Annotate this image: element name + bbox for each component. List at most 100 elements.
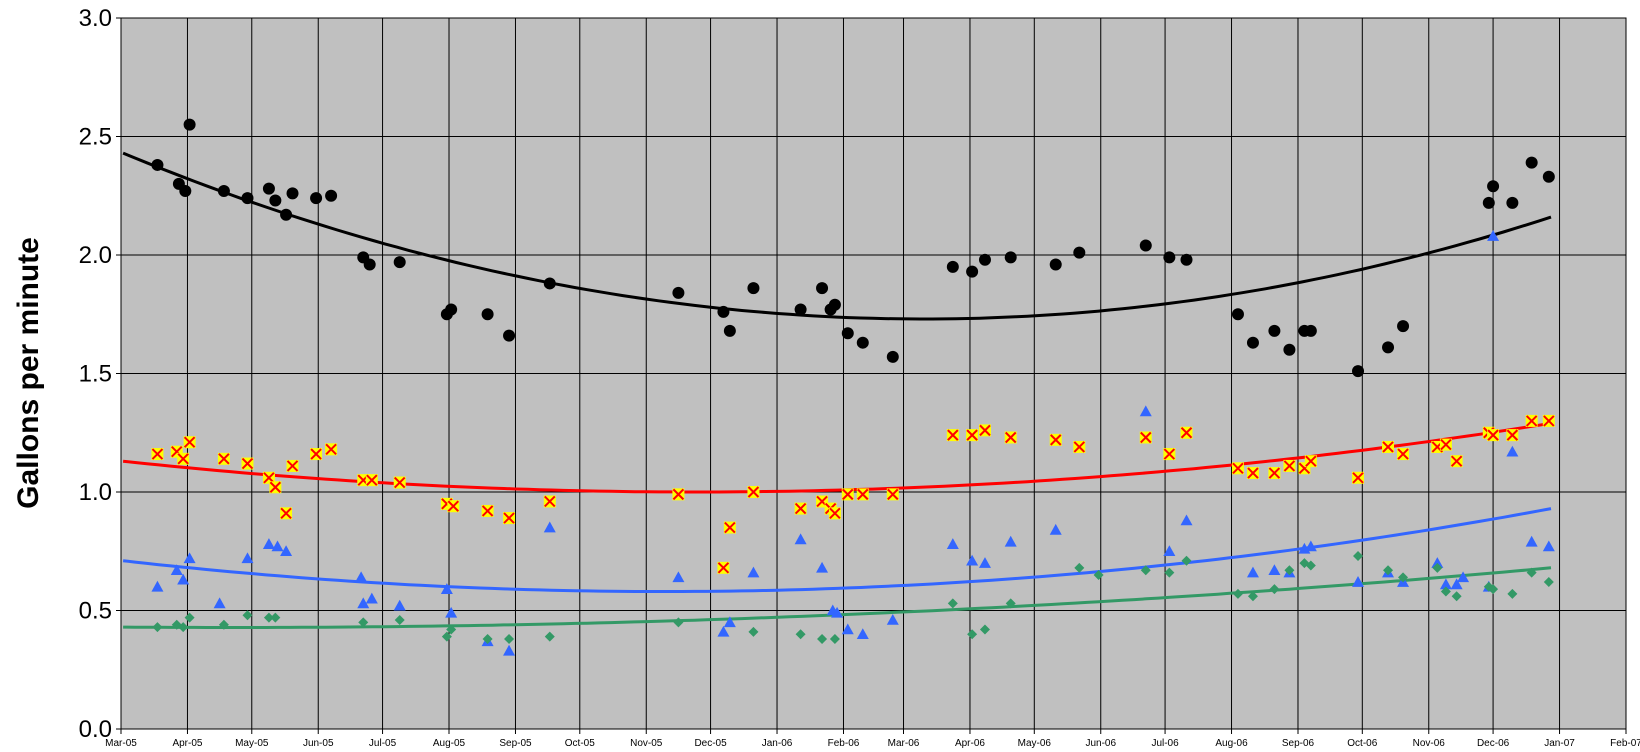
data-point-circle — [325, 189, 338, 202]
data-point-x-stroke — [366, 474, 378, 486]
data-point-x-stroke — [1506, 429, 1519, 441]
data-point-x-stroke — [672, 488, 685, 501]
data-point-triangle — [1506, 445, 1519, 457]
data-point-circle — [747, 282, 760, 295]
data-point-triangle — [886, 613, 899, 625]
data-point-x — [1283, 459, 1296, 472]
data-point-circle — [1352, 365, 1365, 378]
data-point-triangle — [946, 538, 959, 549]
data-point-triangle — [393, 599, 406, 611]
data-point-x-stroke — [1140, 431, 1152, 444]
data-point-x-stroke — [1268, 467, 1281, 479]
y-tick-label: 2.5 — [79, 124, 112, 151]
data-point-triangle — [262, 538, 275, 549]
data-point-triangle — [357, 597, 370, 609]
data-point-triangle — [723, 616, 736, 628]
x-tick-label: Jan-06 — [762, 738, 793, 749]
data-point-diamond — [1164, 567, 1175, 578]
data-point-triangle — [1304, 540, 1317, 552]
data-point-x — [1487, 429, 1500, 442]
data-point-circle — [1482, 196, 1495, 209]
y-tick-label: 3.0 — [79, 5, 112, 32]
data-point-diamond — [1488, 584, 1499, 595]
data-point-x-stroke — [171, 446, 183, 458]
data-point-diamond — [1232, 588, 1243, 599]
data-point-triangle — [1457, 571, 1470, 583]
data-point-circle — [946, 260, 959, 273]
data-point-circle — [978, 253, 991, 266]
data-point-triangle — [978, 557, 991, 568]
data-point-x-stroke — [887, 488, 899, 501]
data-point-x-stroke — [857, 488, 869, 501]
data-point-diamond — [1432, 562, 1443, 573]
data-point-triangle — [856, 628, 869, 639]
y-tick-label: 1.0 — [79, 479, 112, 506]
data-point-circle — [1049, 258, 1062, 271]
data-point-x — [1542, 414, 1555, 427]
data-point-x — [966, 429, 979, 442]
axes: 0.0 0.5 1.0 1.5 2.0 2.5 3.0 Mar-05 Apr-05 May-05 J… — [79, 5, 1640, 749]
data-point-x-stroke — [1305, 455, 1317, 467]
data-point-diamond — [1440, 586, 1451, 597]
data-point-circle — [262, 182, 275, 195]
data-point-x-stroke — [263, 472, 275, 484]
data-point-x-stroke — [269, 481, 282, 493]
data-point-x — [723, 521, 736, 534]
data-point-x-stroke — [1487, 429, 1499, 441]
data-point-triangle — [1163, 545, 1176, 557]
data-point-x — [280, 507, 293, 520]
data-point-diamond — [817, 633, 828, 644]
data-point-triangle — [966, 554, 979, 566]
data-point-triangle — [280, 545, 293, 557]
data-point-circle — [363, 258, 376, 271]
x-tick-label: Aug-06 — [1215, 738, 1248, 749]
data-point-x-stroke — [1232, 462, 1244, 475]
data-point-diamond — [1383, 565, 1394, 576]
data-point-circle — [841, 327, 854, 340]
y-tick-label: 0.5 — [79, 598, 112, 625]
data-point-x — [1525, 414, 1538, 427]
x-tick-label: Jul-05 — [369, 738, 397, 749]
data-point-x-stroke — [393, 476, 406, 489]
data-point-x — [978, 424, 991, 437]
x-tick-label: Apr-05 — [172, 738, 202, 749]
data-point-diamond — [394, 614, 405, 625]
data-point-circle — [794, 303, 807, 316]
data-point-circle — [672, 286, 685, 299]
data-point-circle — [1506, 196, 1519, 209]
data-point-diamond — [1181, 555, 1192, 566]
data-point-diamond — [1507, 588, 1518, 599]
data-point-triangle — [1352, 576, 1365, 587]
data-point-x-stroke — [280, 507, 292, 520]
y-tick-label: 1.5 — [79, 361, 112, 388]
data-point-x-stroke — [325, 443, 337, 456]
x-tick-label: Dec-06 — [1477, 738, 1510, 749]
data-point-diamond — [748, 626, 759, 637]
data-point-x — [1073, 440, 1086, 453]
data-point-circle — [393, 256, 406, 269]
x-tick-label: Dec-05 — [694, 738, 727, 749]
data-point-x — [393, 476, 406, 489]
data-point-circle — [1231, 308, 1244, 321]
data-point-triangle — [1139, 405, 1152, 417]
trend-line — [122, 151, 1552, 321]
y-tick-label: 0.0 — [79, 716, 112, 743]
data-point-x-stroke — [1005, 431, 1017, 444]
data-point-x — [151, 448, 164, 461]
data-point-x-stroke — [1050, 434, 1062, 446]
data-point-diamond — [358, 617, 369, 628]
data-point-x — [286, 459, 299, 472]
data-point-triangle — [1431, 557, 1444, 568]
data-point-x-stroke — [1180, 427, 1193, 439]
data-point-x-stroke — [447, 500, 460, 512]
data-point-circle — [1268, 324, 1281, 337]
data-point-circle — [241, 192, 254, 205]
data-point-x-stroke — [747, 486, 760, 498]
x-tick-label: Jul-06 — [1151, 738, 1179, 749]
data-point-x — [1382, 440, 1395, 453]
data-point-triangle — [355, 571, 368, 583]
data-point-x-stroke — [151, 448, 164, 460]
data-point-x — [269, 481, 282, 494]
data-point-circle — [717, 305, 730, 318]
data-point-x-stroke — [1450, 455, 1463, 467]
